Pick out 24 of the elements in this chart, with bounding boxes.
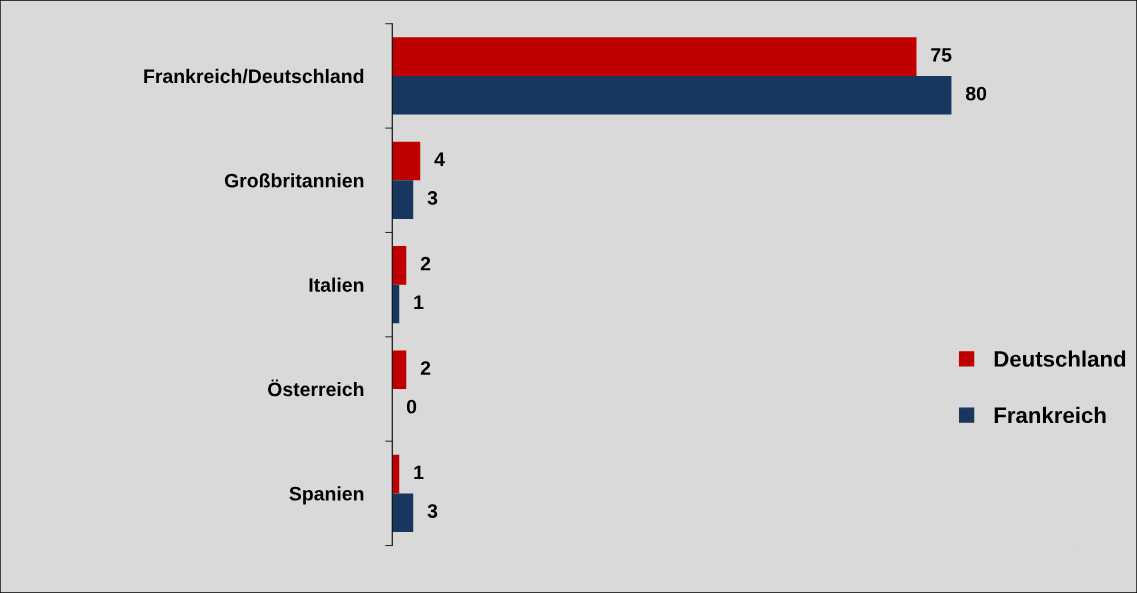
data-label: 80 <box>965 86 987 101</box>
y-tick-label: Frankreich/Deutschland <box>144 68 364 84</box>
data-label: 3 <box>427 504 438 518</box>
legend-label: Frankreich <box>994 406 1106 424</box>
y-tick-label: Spanien <box>289 486 364 505</box>
bar <box>392 141 421 181</box>
data-label: 4 <box>434 152 445 166</box>
bar <box>392 37 917 76</box>
data-label: 2 <box>420 256 431 271</box>
y-tick-label: Italien <box>309 277 364 292</box>
data-label: 0 <box>406 399 417 414</box>
data-label: 2 <box>420 361 431 375</box>
data-label: 1 <box>414 465 424 480</box>
data-label: 3 <box>427 191 438 205</box>
y-tick-label: Österreich <box>268 379 364 397</box>
y-tick-label: Großbritannien <box>224 173 364 188</box>
legend-label: Deutschland <box>994 350 1126 367</box>
bar <box>392 75 952 115</box>
data-label: 1 <box>414 295 424 309</box>
bar <box>392 180 414 219</box>
bar <box>392 493 414 532</box>
data-label: 75 <box>931 48 952 62</box>
bar <box>392 246 407 285</box>
bar <box>392 350 407 390</box>
